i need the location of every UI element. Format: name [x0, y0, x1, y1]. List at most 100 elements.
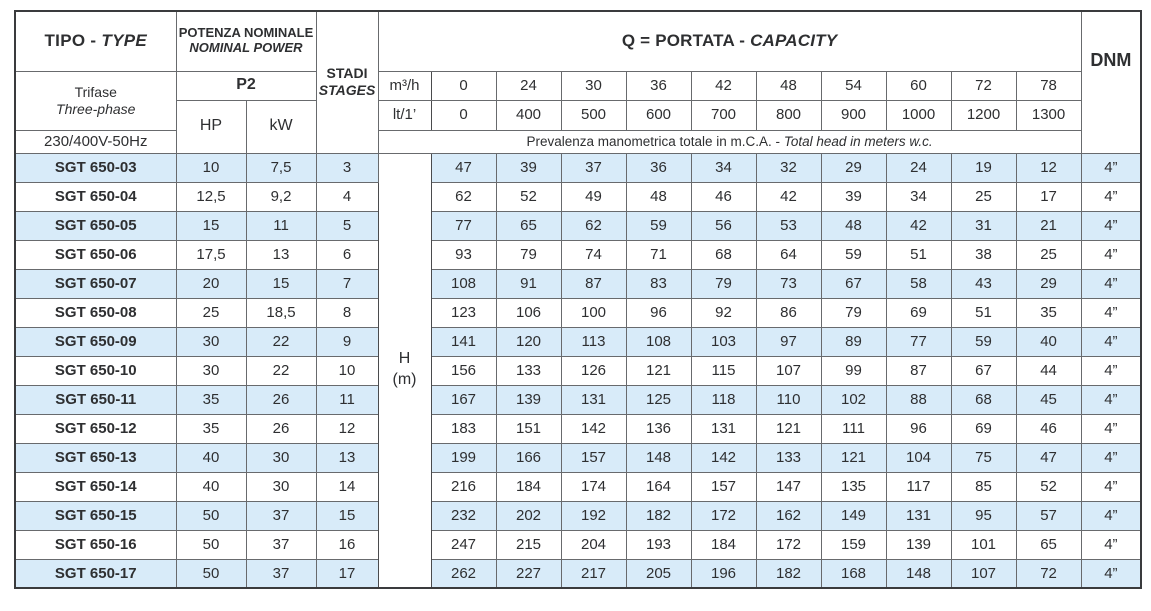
- head-value: 102: [820, 384, 887, 415]
- head-value: 131: [560, 384, 627, 415]
- head-value: 142: [690, 442, 757, 473]
- head-value: 25: [1015, 239, 1082, 270]
- dnm-value: 4”: [1080, 558, 1142, 589]
- header-phase: Trifase Three-phase: [14, 70, 177, 131]
- h-label: H: [398, 350, 411, 368]
- head-value: 51: [950, 297, 1017, 328]
- flow-m3h-value: 78: [1015, 70, 1082, 101]
- head-value: 51: [885, 239, 952, 270]
- table-row: SGT 650-11 35 26 11 167 139 131 125 118 110 102 88 6…: [14, 384, 1142, 415]
- flow-m3h-value: 30: [560, 70, 627, 101]
- table-row: SGT 650-14 40 30 14 216 184 174 164 157 147 135 117…: [14, 471, 1142, 502]
- stages-value: 8: [315, 297, 379, 328]
- dnm-value: 4”: [1080, 529, 1142, 560]
- model-name: SGT 650-15: [14, 500, 177, 531]
- header-tipo-type: TIPO - TYPE: [14, 10, 177, 72]
- head-value: 42: [885, 210, 952, 241]
- dnm-value: 4”: [1080, 442, 1142, 473]
- head-value: 107: [950, 558, 1017, 589]
- kw-value: 13: [245, 239, 317, 270]
- head-value: 91: [495, 268, 562, 299]
- head-value: 89: [820, 326, 887, 357]
- hp-value: 30: [175, 355, 247, 386]
- head-value: 48: [625, 181, 692, 212]
- kw-value: 26: [245, 413, 317, 444]
- table-row: SGT 650-03 10 7,5 3 H (m) 47 39 37 36 34 32 29 24 19 12…: [14, 152, 1142, 589]
- model-name: SGT 650-10: [14, 355, 177, 386]
- head-value: 133: [495, 355, 562, 386]
- head-value: 40: [1015, 326, 1082, 357]
- head-value: 85: [950, 471, 1017, 502]
- head-value: 77: [430, 210, 497, 241]
- head-value: 67: [950, 355, 1017, 386]
- head-value: 107: [755, 355, 822, 386]
- head-value: 35: [1015, 297, 1082, 328]
- kw-value: 7,5: [245, 152, 317, 183]
- kw-value: 22: [245, 326, 317, 357]
- head-value: 34: [690, 152, 757, 183]
- head-value: 59: [950, 326, 1017, 357]
- dnm-value: 4”: [1080, 152, 1142, 183]
- flow-lt-value: 600: [625, 99, 692, 131]
- head-value: 36: [625, 152, 692, 183]
- head-value: 202: [495, 500, 562, 531]
- dnm-value: 4”: [1080, 210, 1142, 241]
- flow-unit-m3h: m³/h: [377, 70, 432, 101]
- head-value: 25: [950, 181, 1017, 212]
- header-stages: STADI STAGES: [315, 10, 379, 154]
- stages-value: 16: [315, 529, 379, 560]
- head-value: 79: [495, 239, 562, 270]
- head-value: 121: [625, 355, 692, 386]
- head-value: 49: [560, 181, 627, 212]
- tipo-label-en: TYPE: [101, 31, 147, 51]
- hp-value: 17,5: [175, 239, 247, 270]
- nominal-power-label-it: POTENZA NOMINALE: [178, 25, 314, 41]
- head-value: 31: [950, 210, 1017, 241]
- head-value: 52: [495, 181, 562, 212]
- head-value: 149: [820, 500, 887, 531]
- head-value: 69: [885, 297, 952, 328]
- header-p2: P2: [175, 70, 317, 101]
- kw-value: 37: [245, 529, 317, 560]
- head-value: 139: [885, 529, 952, 560]
- head-value: 139: [495, 384, 562, 415]
- stages-value: 13: [315, 442, 379, 473]
- head-value: 151: [495, 413, 562, 444]
- head-value: 53: [755, 210, 822, 241]
- header-total-head: Prevalenza manometrica totale in m.C.A. …: [377, 129, 1082, 154]
- stages-label-en: STAGES: [318, 82, 376, 99]
- head-value: 120: [495, 326, 562, 357]
- hp-value: 40: [175, 442, 247, 473]
- head-value: 86: [755, 297, 822, 328]
- hp-value: 50: [175, 558, 247, 589]
- header-kw: kW: [245, 99, 317, 154]
- head-value: 121: [820, 442, 887, 473]
- stages-value: 6: [315, 239, 379, 270]
- head-value: 101: [950, 529, 1017, 560]
- kw-value: 30: [245, 442, 317, 473]
- head-value: 92: [690, 297, 757, 328]
- hp-value: 40: [175, 471, 247, 502]
- head-value: 44: [1015, 355, 1082, 386]
- head-value: 166: [495, 442, 562, 473]
- head-value: 182: [755, 558, 822, 589]
- head-value: 205: [625, 558, 692, 589]
- head-value: 172: [755, 529, 822, 560]
- head-value: 29: [820, 152, 887, 183]
- head-value: 87: [560, 268, 627, 299]
- stages-label-it: STADI: [326, 64, 368, 81]
- model-name: SGT 650-08: [14, 297, 177, 328]
- head-value: 247: [430, 529, 497, 560]
- kw-value: 37: [245, 500, 317, 531]
- stages-value: 10: [315, 355, 379, 386]
- head-value: 217: [560, 558, 627, 589]
- model-name: SGT 650-12: [14, 413, 177, 444]
- head-value: 48: [820, 210, 887, 241]
- stages-value: 14: [315, 471, 379, 502]
- head-value: 126: [560, 355, 627, 386]
- head-value: 96: [885, 413, 952, 444]
- stages-value: 12: [315, 413, 379, 444]
- header-hp: HP: [175, 99, 247, 154]
- flow-lt-value: 1200: [950, 99, 1017, 131]
- head-value: 39: [820, 181, 887, 212]
